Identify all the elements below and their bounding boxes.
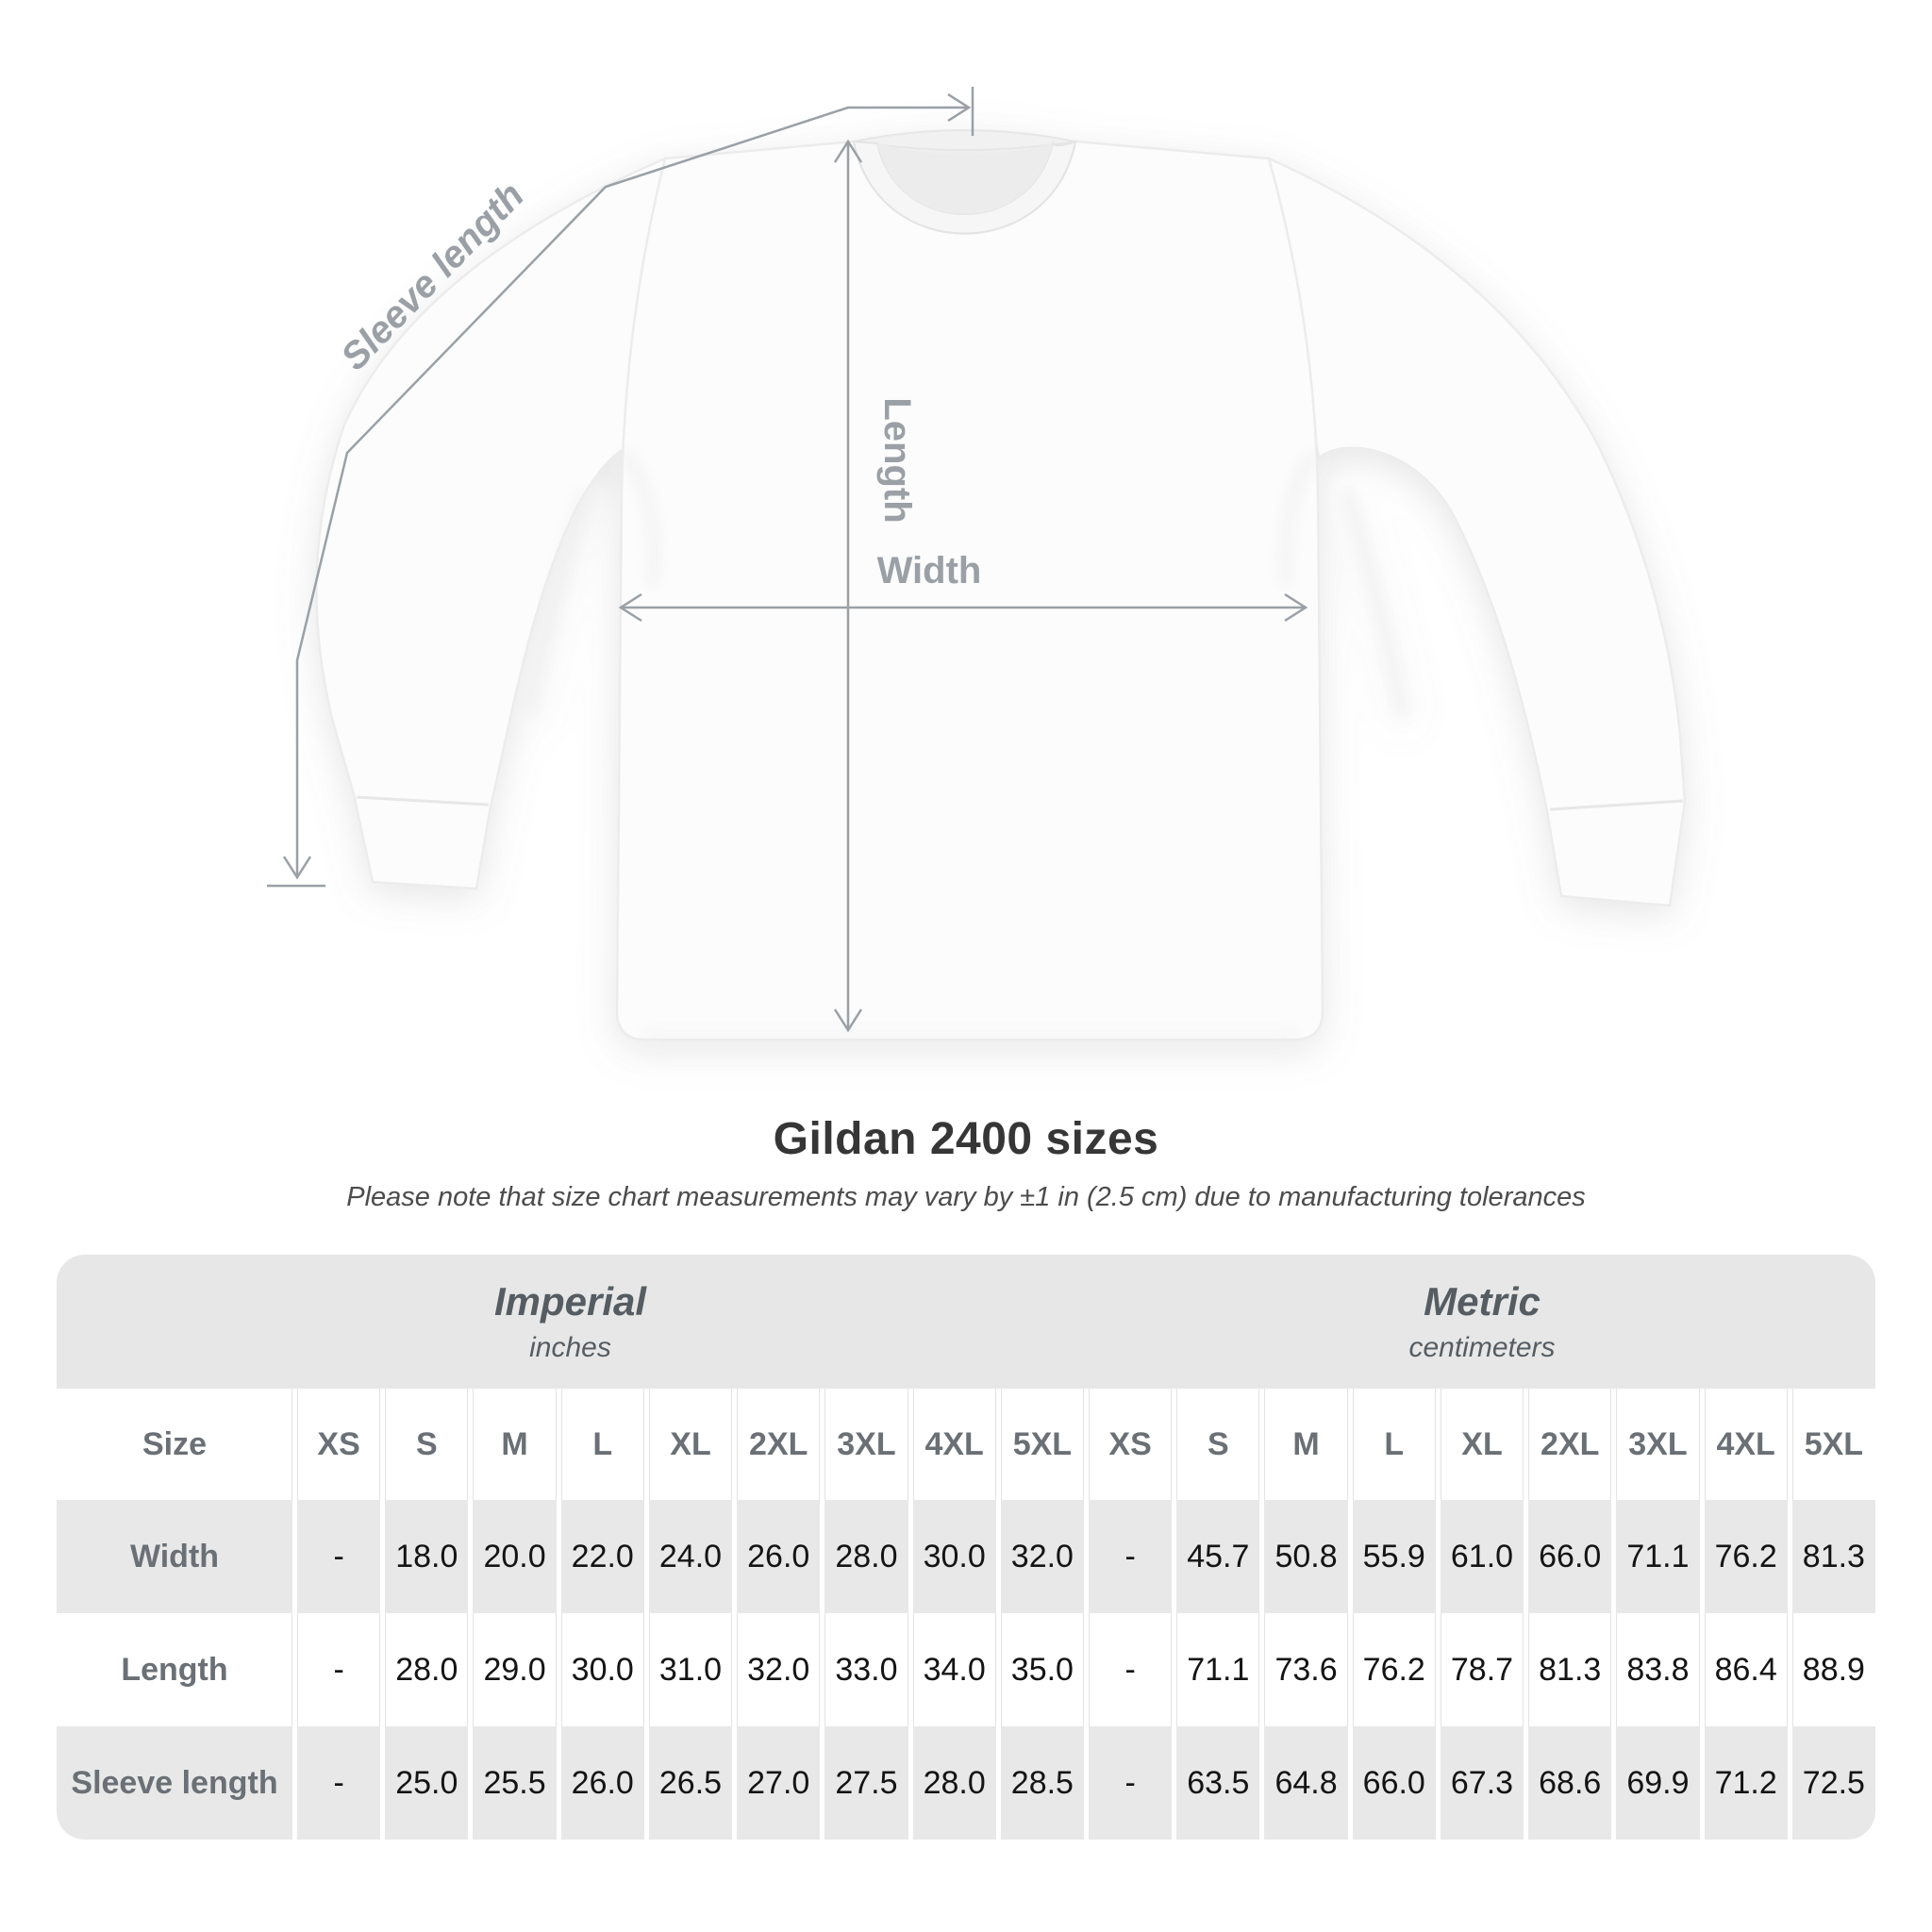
table-cell: 28.0 [824, 1500, 908, 1613]
table-cell: 27.5 [824, 1726, 908, 1840]
size-col-header: 4XL [912, 1389, 996, 1500]
table-cell: 66.0 [1528, 1500, 1612, 1613]
width-arrow: Width [618, 550, 1308, 623]
table-cell: 18.0 [385, 1500, 469, 1613]
table-cell: 33.0 [824, 1613, 908, 1726]
table-cell: - [1088, 1726, 1173, 1840]
shirt-neck-opening [877, 143, 1053, 214]
table-cell: 32.0 [737, 1613, 821, 1726]
table-cell: 24.0 [648, 1500, 733, 1613]
size-col-header: XL [1440, 1389, 1524, 1500]
table-cell: 28.0 [385, 1613, 469, 1726]
row-label: Length [57, 1613, 292, 1726]
size-column-header: Size [57, 1389, 292, 1500]
table-cell: - [297, 1500, 381, 1613]
table-cell: 50.8 [1264, 1500, 1348, 1613]
table-cell: 81.3 [1528, 1613, 1612, 1726]
left-cuff-seam [356, 795, 490, 807]
size-col-header: M [473, 1389, 557, 1500]
table-cell: 25.5 [473, 1726, 557, 1840]
shirt-illustration [315, 129, 1687, 1041]
unit-group-imperial: Imperial inches [57, 1255, 1084, 1389]
table-cell: - [297, 1613, 381, 1726]
table-cell: 61.0 [1440, 1500, 1524, 1613]
size-col-header: 5XL [1791, 1389, 1875, 1500]
table-cell: 29.0 [473, 1613, 557, 1726]
table-cell: 86.4 [1704, 1613, 1788, 1726]
table-cell: 81.3 [1791, 1500, 1875, 1613]
table-cell: 55.9 [1352, 1500, 1436, 1613]
size-col-header: M [1264, 1389, 1348, 1500]
table-cell: 32.0 [1000, 1500, 1084, 1613]
table-cell: 71.1 [1616, 1500, 1700, 1613]
table-cell: 26.5 [648, 1726, 733, 1840]
table-cell: - [297, 1726, 381, 1840]
table-cell: 25.0 [385, 1726, 469, 1840]
table-cell: 34.0 [912, 1613, 996, 1726]
table-cell: 63.5 [1176, 1726, 1260, 1840]
table-cell: 71.2 [1704, 1726, 1788, 1840]
size-col-header: S [1176, 1389, 1260, 1500]
size-col-header: XS [297, 1389, 381, 1500]
page-title: Gildan 2400 sizes [773, 1114, 1159, 1164]
shirt-left-sleeve [315, 157, 667, 891]
table-cell: 26.0 [737, 1500, 821, 1613]
table-cell: 76.2 [1352, 1613, 1436, 1726]
table-cell: 28.0 [912, 1726, 996, 1840]
table-cell: 30.0 [560, 1613, 644, 1726]
subtitle: Please note that size chart measurements… [346, 1182, 1586, 1212]
table-cell: 71.1 [1176, 1613, 1260, 1726]
table-cell: 67.3 [1440, 1726, 1524, 1840]
table-cell: 22.0 [560, 1500, 644, 1613]
table-cell: 78.7 [1440, 1613, 1524, 1726]
size-col-header: 2XL [737, 1389, 821, 1500]
size-col-header: 3XL [824, 1389, 908, 1500]
table-cell: 69.9 [1616, 1726, 1700, 1840]
table-cell: 72.5 [1791, 1726, 1875, 1840]
shirt-diagram-svg: Sleeve length Length Width [267, 87, 1687, 1041]
shirt-right-sleeve [1267, 156, 1687, 908]
table-cell: 83.8 [1616, 1613, 1700, 1726]
table-cell: 35.0 [1000, 1613, 1084, 1726]
width-label: Width [877, 550, 982, 591]
right-cuff-seam [1549, 799, 1684, 811]
table-cell: 66.0 [1352, 1726, 1436, 1840]
size-col-header: XS [1088, 1389, 1173, 1500]
table-cell: 30.0 [912, 1500, 996, 1613]
table-cell: - [1088, 1613, 1173, 1726]
product-measurement-diagram: Sleeve length Length Width [267, 87, 1687, 1041]
size-col-header: L [1352, 1389, 1436, 1500]
size-table-grid: Size XS S M L XL 2XL 3XL 4XL 5XL XS S M L XL 2XL 3XL 4XL 5… [57, 1389, 1875, 1840]
table-cell: 20.0 [473, 1500, 557, 1613]
size-col-header: S [385, 1389, 469, 1500]
table-cell: 27.0 [737, 1726, 821, 1840]
row-label: Width [57, 1500, 292, 1613]
size-col-header: 5XL [1000, 1389, 1084, 1500]
unit-group-metric: Metric centimeters [1089, 1255, 1875, 1389]
unit-header-band: Imperial inches Metric centimeters [57, 1255, 1875, 1389]
table-cell: 73.6 [1264, 1613, 1348, 1726]
unit-group-unit: centimeters [1408, 1332, 1556, 1363]
row-label: Sleeve length [57, 1726, 292, 1840]
unit-group-unit: inches [529, 1332, 611, 1363]
table-cell: 76.2 [1704, 1500, 1788, 1613]
table-cell: - [1088, 1500, 1173, 1613]
length-arrow: Length [833, 139, 918, 1033]
size-col-header: L [560, 1389, 644, 1500]
unit-group-name: Imperial [493, 1279, 647, 1324]
table-cell: 31.0 [648, 1613, 733, 1726]
size-col-header: 3XL [1616, 1389, 1700, 1500]
size-col-header: 2XL [1528, 1389, 1612, 1500]
size-col-header: 4XL [1704, 1389, 1788, 1500]
size-col-header: XL [648, 1389, 733, 1500]
table-cell: 26.0 [560, 1726, 644, 1840]
table-cell: 88.9 [1791, 1613, 1875, 1726]
table-cell: 28.5 [1000, 1726, 1084, 1840]
table-cell: 64.8 [1264, 1726, 1348, 1840]
unit-group-name: Metric [1424, 1279, 1541, 1324]
size-table: Imperial inches Metric centimeters Size X… [57, 1255, 1875, 1840]
table-cell: 45.7 [1176, 1500, 1260, 1613]
table-cell: 68.6 [1528, 1726, 1612, 1840]
length-label: Length [876, 397, 918, 523]
